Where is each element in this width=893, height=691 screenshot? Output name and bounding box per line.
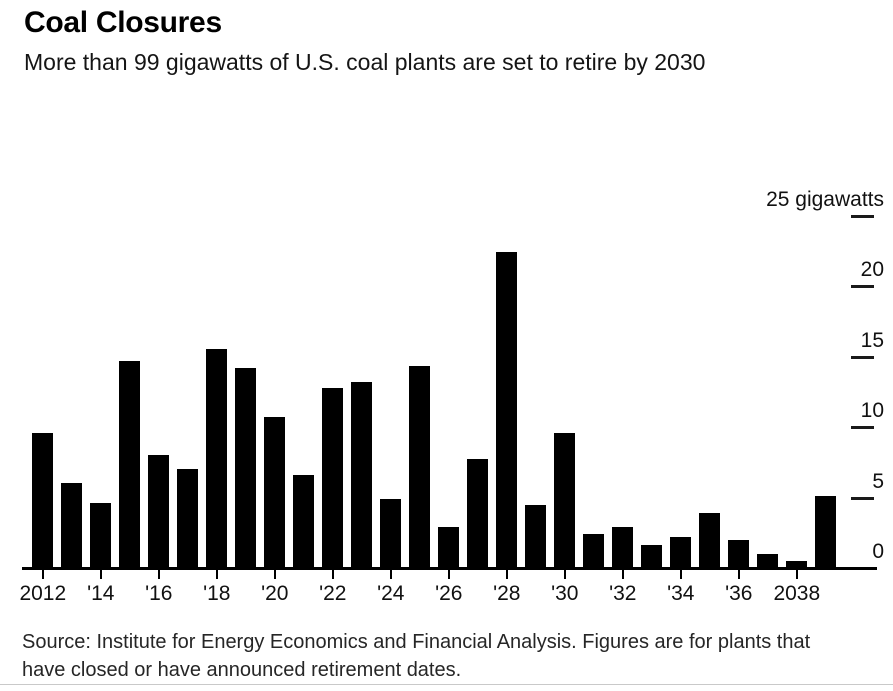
y-tick-dash-5	[851, 496, 874, 500]
y-tick-label-5: 5	[872, 469, 884, 493]
bar-2020	[264, 417, 286, 567]
bar-2025	[409, 366, 431, 567]
x-tick-label-2020: '20	[261, 582, 289, 605]
x-tick-label-2030: '30	[551, 582, 579, 605]
bar-2038	[786, 560, 808, 567]
x-tick-2028	[505, 570, 508, 579]
x-tick-2036	[737, 570, 740, 579]
x-tick-label-2034: '34	[667, 582, 695, 605]
bar-2021	[293, 474, 315, 567]
x-tick-2016	[157, 570, 160, 579]
bar-2024	[380, 498, 402, 567]
x-tick-2014	[99, 570, 102, 579]
x-axis-line	[22, 567, 877, 570]
x-tick-label-2026: '26	[435, 582, 463, 605]
x-tick-label-2032: '32	[609, 582, 637, 605]
x-tick-2026	[447, 570, 450, 579]
y-tick-dash-15	[851, 355, 874, 359]
x-tick-label-2038: 2038	[773, 582, 821, 605]
y-tick-label-25: 25 gigawatts	[766, 187, 884, 211]
y-tick-label-10: 10	[860, 399, 884, 422]
bar-2016	[148, 455, 170, 567]
x-tick-2020	[273, 570, 276, 579]
y-tick-label-15: 15	[860, 328, 884, 352]
x-tick-label-2016: '16	[145, 582, 173, 605]
x-tick-label-2022: '22	[319, 582, 347, 605]
bar-2017	[177, 469, 199, 567]
bar-2018	[206, 349, 228, 567]
bar-2031	[583, 534, 605, 567]
chart-subtitle: More than 99 gigawatts of U.S. coal plan…	[24, 49, 706, 75]
chart-title: Coal Closures	[24, 6, 222, 39]
y-tick-label-0: 0	[872, 540, 884, 563]
bar-2035	[699, 513, 721, 567]
bar-2019	[235, 367, 257, 567]
x-tick-2034	[679, 570, 682, 579]
bar-2023	[351, 381, 373, 567]
bar-2012	[32, 432, 54, 567]
x-tick-2032	[621, 570, 624, 579]
bar-2030	[554, 432, 576, 567]
bar-2036	[728, 539, 750, 567]
y-tick-dash-10	[851, 426, 874, 429]
x-tick-label-2018: '18	[203, 582, 231, 605]
bar-2013	[61, 483, 83, 567]
bar-2026	[438, 527, 460, 567]
bottom-divider	[0, 684, 893, 685]
x-tick-2012	[41, 570, 44, 579]
bar-2034	[670, 536, 692, 567]
x-tick-2022	[331, 570, 334, 579]
bar-2028	[496, 252, 518, 567]
x-tick-2038	[795, 570, 798, 579]
x-tick-2018	[215, 570, 218, 579]
bar-2027	[467, 459, 489, 567]
x-tick-label-2036: '36	[725, 582, 753, 605]
bar-2029	[525, 504, 547, 567]
bar-2032	[612, 527, 634, 567]
x-tick-label-2014: '14	[87, 582, 115, 605]
y-tick-label-20: 20	[860, 258, 884, 281]
bar-2033	[641, 545, 663, 567]
x-tick-2030	[563, 570, 566, 579]
bar-2022	[322, 387, 344, 567]
bar-2014	[90, 503, 112, 567]
bar-2015	[119, 360, 141, 567]
source-note: Source: Institute for Energy Economics a…	[22, 631, 811, 681]
x-tick-label-2028: '28	[493, 582, 521, 605]
x-tick-label-2024: '24	[377, 582, 405, 605]
x-tick-label-2012: 2012	[19, 582, 67, 605]
x-tick-2024	[389, 570, 392, 579]
y-tick-dash-20	[851, 285, 874, 288]
y-tick-dash-25	[851, 214, 874, 218]
bar-2039	[815, 496, 837, 567]
bar-2037	[757, 553, 779, 567]
